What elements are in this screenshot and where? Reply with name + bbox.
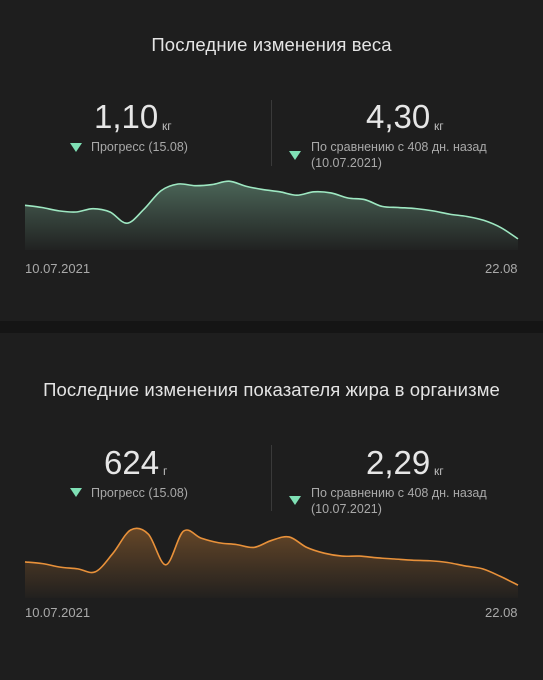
down-arrow-icon bbox=[289, 151, 301, 160]
down-arrow-icon bbox=[289, 496, 301, 505]
fat-compare-label-line2: (10.07.2021) bbox=[311, 502, 382, 516]
fat-title: Последние изменения показателя жира в ор… bbox=[43, 379, 500, 400]
weight-compare-label-line1: По сравнению с 408 дн. назад bbox=[311, 140, 487, 154]
stat-divider bbox=[271, 445, 272, 511]
weight-series-line bbox=[24, 180, 519, 240]
fat-progress-label: Прогресс (15.08) bbox=[91, 486, 188, 500]
fat-x-end-label: 22.08 bbox=[485, 605, 518, 620]
weight-compare-value: 4,30 bbox=[366, 98, 431, 135]
fat-compare-label-line1: По сравнению с 408 дн. назад bbox=[311, 486, 487, 500]
weight-progress-label: Прогресс (15.08) bbox=[91, 140, 188, 154]
fat-compare-unit: кг bbox=[434, 464, 444, 478]
weight-chart bbox=[24, 180, 519, 250]
fat-x-start-label: 10.07.2021 bbox=[25, 605, 91, 620]
weight-compare-unit: кг bbox=[434, 119, 444, 133]
weight-title: Последние изменения веса bbox=[151, 34, 392, 55]
fat-compare-value: 2,29 bbox=[366, 444, 431, 481]
down-arrow-icon bbox=[70, 143, 82, 152]
weight-compare-label-line2: (10.07.2021) bbox=[311, 156, 382, 170]
fat-progress-unit: г bbox=[163, 464, 168, 478]
weight-progress-unit: кг bbox=[162, 119, 172, 133]
fat-series-line bbox=[24, 527, 519, 586]
fat-chart bbox=[24, 527, 519, 598]
fat-progress-value: 624 bbox=[104, 444, 160, 481]
fat-card: Последние изменения показателя жира в ор… bbox=[0, 333, 543, 680]
weight-area-fill bbox=[25, 181, 518, 250]
weight-x-start-label: 10.07.2021 bbox=[25, 261, 91, 276]
stat-divider bbox=[271, 100, 272, 166]
down-arrow-icon bbox=[70, 488, 82, 497]
fat-compare-label: По сравнению с 408 дн. назад (10.07.2021… bbox=[311, 485, 487, 517]
weight-x-end-label: 22.08 bbox=[485, 261, 518, 276]
weight-card: Последние изменения веса 1,10 кг Прогрес… bbox=[0, 0, 543, 321]
weight-compare-label: По сравнению с 408 дн. назад (10.07.2021… bbox=[311, 139, 487, 171]
fat-area-fill bbox=[25, 528, 518, 598]
weight-progress-value: 1,10 bbox=[94, 98, 159, 135]
